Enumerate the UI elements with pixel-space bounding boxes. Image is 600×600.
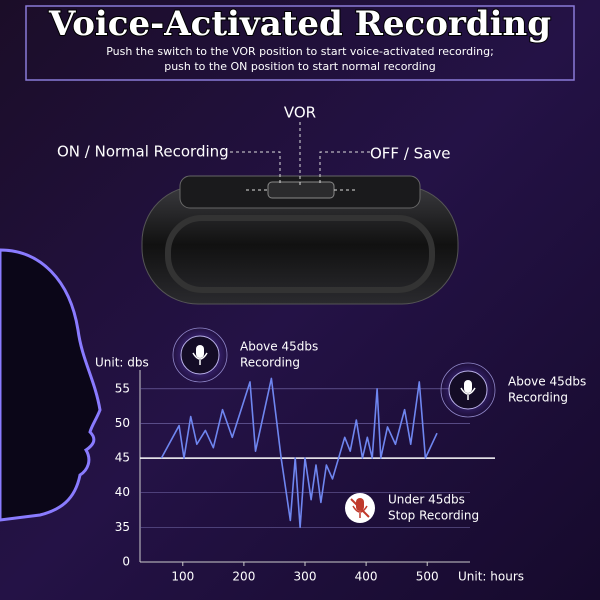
annotation: Above 45dbs xyxy=(240,340,318,354)
data-line xyxy=(160,377,438,529)
title: Voice-Activated Recording xyxy=(48,4,551,44)
y-tick-label: 35 xyxy=(115,520,130,534)
y-tick-label: 40 xyxy=(115,485,130,499)
x-tick-label: 100 xyxy=(171,570,194,584)
pointer-lines xyxy=(230,122,370,191)
on-label: ON / Normal Recording xyxy=(57,143,229,161)
mic-icon xyxy=(196,345,204,358)
mic-stand xyxy=(352,505,368,518)
face-silhouette xyxy=(0,248,102,522)
y-tick-label: 50 xyxy=(115,416,130,430)
subtitle: push to the ON position to start normal … xyxy=(164,60,436,73)
y-axis-label: Unit: dbs xyxy=(95,356,149,370)
y-tick-label: 0 xyxy=(122,555,130,569)
x-tick-label: 300 xyxy=(294,570,317,584)
header-box xyxy=(25,5,575,81)
switch[interactable] xyxy=(267,181,335,199)
recorder-grille xyxy=(165,215,435,293)
y-tick-label: 45 xyxy=(115,451,130,465)
mic-icon xyxy=(356,498,364,511)
annotation: Above 45dbs xyxy=(508,375,586,389)
x-tick-label: 200 xyxy=(232,570,255,584)
x-tick-label: 400 xyxy=(355,570,378,584)
annotation: Recording xyxy=(240,356,300,370)
annotation: Under 45dbs xyxy=(388,493,465,507)
annotation: Recording xyxy=(508,391,568,405)
off-label: OFF / Save xyxy=(370,145,450,163)
vor-label: VOR xyxy=(284,104,316,122)
y-tick-label: 55 xyxy=(115,381,130,395)
subtitle: Push the switch to the VOR position to s… xyxy=(106,45,494,58)
x-tick-label: 500 xyxy=(416,570,439,584)
mic-stand xyxy=(192,352,208,365)
mic-stand xyxy=(460,387,476,400)
x-axis-label: Unit: hours xyxy=(458,570,524,584)
mic-icon xyxy=(464,380,472,393)
mic-slash xyxy=(350,498,370,518)
annotation: Stop Recording xyxy=(388,509,479,523)
